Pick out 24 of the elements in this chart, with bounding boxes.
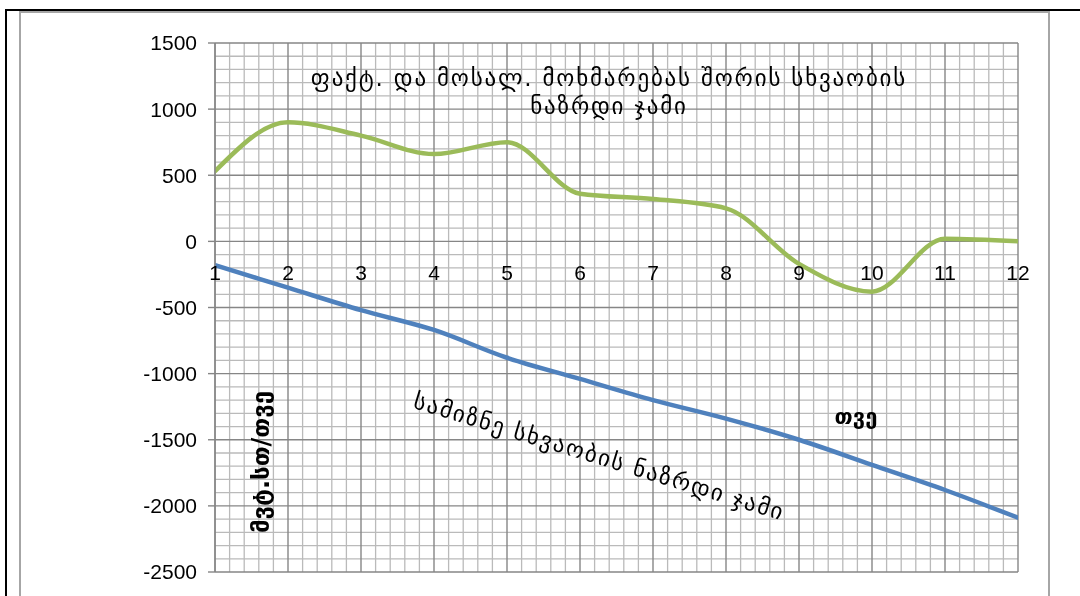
y-tick-label: 1000 [150,97,197,121]
x-tick-label: 11 [934,261,956,285]
y-tick-label: 1500 [150,31,197,55]
y-tick-label: -2000 [143,494,197,518]
x-tick-label: 1 [209,261,221,285]
y-tick-label: 500 [161,163,197,187]
x-tick-label: 7 [647,261,659,285]
x-tick-label: 9 [793,261,805,285]
x-tick-label: 10 [860,261,884,285]
x-tick-label: 2 [282,261,294,285]
x-tick-label: 5 [501,261,513,285]
y-tick-label: -1000 [143,362,197,386]
y-tick-label: -1500 [143,428,197,452]
x-tick-label: 3 [355,261,367,285]
x-tick-label: 8 [720,261,732,285]
x-tick-label: 12 [1006,261,1030,285]
x-tick-label: 4 [428,261,441,285]
y-tick-label: 0 [185,229,197,253]
x-tick-label: 6 [574,261,586,285]
y-tick-label: -2500 [143,560,197,584]
x-axis-title: თვე [834,403,878,429]
y-axis-title: მვტ.სთ/თვე [247,390,275,534]
series-label: ფაქტ. და მოსალ. მოხმარებას შორის სხვაობის ნაზრდი ჯამი [310,65,908,120]
y-tick-label: -500 [154,295,197,319]
